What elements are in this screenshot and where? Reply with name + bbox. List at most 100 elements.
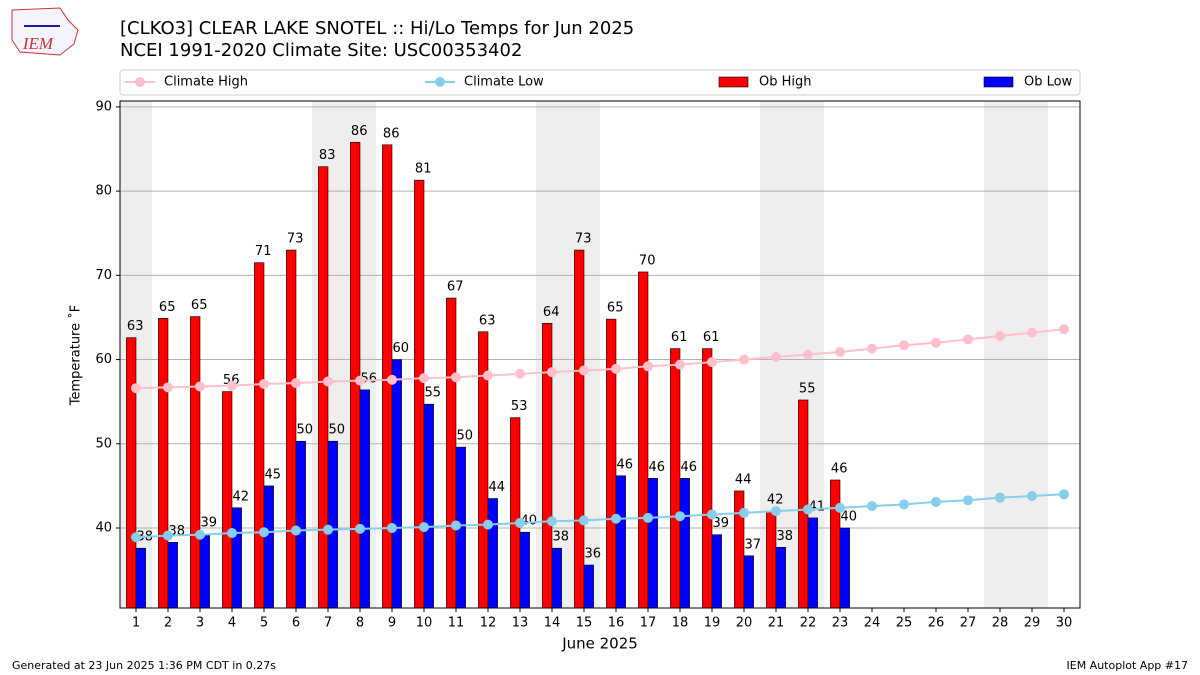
line-marker: [995, 492, 1005, 503]
data-label: 61: [671, 330, 688, 345]
weekend-shade: [1016, 101, 1048, 608]
data-label: 36: [585, 547, 602, 562]
x-tick-label: 20: [736, 616, 753, 631]
line-marker: [1027, 327, 1037, 338]
bar: [446, 297, 457, 609]
weekend-shade: [984, 101, 1016, 608]
x-tick-label: 29: [1024, 616, 1041, 631]
x-tick-label: 4: [228, 616, 236, 631]
x-tick-label: 21: [768, 616, 785, 631]
bar: [327, 440, 338, 609]
data-label: 63: [127, 319, 144, 334]
line-marker: [707, 509, 717, 520]
footer-right: IEM Autoplot App #17: [1067, 659, 1189, 672]
line-marker: [867, 343, 877, 354]
line-marker: [963, 334, 973, 345]
data-label: 86: [383, 126, 400, 141]
x-tick-label: 5: [260, 616, 268, 631]
data-label: 63: [479, 313, 496, 328]
x-tick-label: 28: [992, 616, 1009, 631]
bar: [830, 479, 841, 609]
line-marker: [259, 378, 269, 389]
x-tick-label: 2: [164, 616, 172, 631]
x-tick-label: 7: [324, 616, 332, 631]
bar: [807, 517, 818, 609]
y-tick-label: 90: [95, 99, 112, 114]
line-marker: [771, 506, 781, 517]
line-marker: [931, 337, 941, 348]
line-marker: [163, 382, 173, 393]
data-label: 42: [233, 489, 250, 504]
data-label: 70: [639, 253, 656, 268]
bar: [542, 323, 553, 609]
legend-marker: [135, 77, 145, 87]
line-marker: [739, 507, 749, 518]
data-label: 65: [159, 300, 176, 315]
line-marker: [1027, 490, 1037, 501]
bar: [158, 317, 169, 609]
x-tick-label: 17: [640, 616, 657, 631]
data-label: 45: [265, 467, 282, 482]
line-marker: [579, 365, 589, 376]
bar: [711, 534, 722, 609]
chart-subtitle: NCEI 1991-2020 Climate Site: USC00353402: [120, 40, 522, 61]
bar: [126, 337, 137, 609]
x-tick-label: 18: [672, 616, 689, 631]
line-marker: [675, 511, 685, 522]
data-label: 64: [543, 305, 560, 320]
data-label: 55: [799, 381, 816, 396]
line-marker: [707, 357, 717, 368]
bar: [423, 403, 434, 609]
data-label: 46: [681, 460, 698, 475]
y-tick-label: 80: [95, 184, 112, 199]
bar: [670, 348, 681, 609]
bar: [391, 359, 402, 609]
bar: [199, 533, 210, 609]
line-marker: [643, 361, 653, 372]
line-marker: [515, 368, 525, 379]
line-marker: [835, 346, 845, 357]
bar: [551, 547, 562, 609]
line-marker: [291, 378, 301, 389]
line-marker: [963, 495, 973, 506]
x-tick-label: 15: [576, 616, 593, 631]
x-tick-label: 13: [512, 616, 529, 631]
bar: [318, 166, 329, 609]
x-tick-label: 8: [356, 616, 364, 631]
data-label: 39: [713, 516, 730, 531]
legend-swatch: [718, 76, 749, 88]
logo-map: [11, 7, 79, 56]
legend-label: Ob High: [759, 75, 812, 90]
bar: [190, 316, 201, 609]
y-tick-label: 50: [95, 436, 112, 451]
data-label: 50: [457, 429, 474, 444]
bar: [519, 531, 530, 609]
line-marker: [899, 499, 909, 510]
x-tick-label: 27: [960, 616, 977, 631]
x-tick-label: 12: [480, 616, 497, 631]
legend-marker: [435, 77, 445, 87]
x-tick-label: 11: [448, 616, 465, 631]
bar: [414, 179, 425, 609]
y-axis-label: Temperature ˚F: [68, 305, 84, 406]
x-tick-label: 23: [832, 616, 849, 631]
bar: [222, 391, 233, 609]
line-marker: [995, 330, 1005, 341]
legend: Climate High Climate Low Ob High Ob Low: [119, 69, 1081, 96]
line-marker: [195, 381, 205, 392]
data-label: 71: [255, 244, 272, 259]
line-marker: [355, 523, 365, 534]
data-label: 53: [511, 399, 528, 414]
line-marker: [1059, 324, 1069, 335]
line-marker: [611, 363, 621, 374]
x-tick-label: 3: [196, 616, 204, 631]
chart-title: [CLKO3] CLEAR LAKE SNOTEL :: Hi/Lo Temps…: [120, 18, 634, 39]
bar: [231, 507, 242, 609]
data-label: 55: [425, 386, 442, 401]
logo-text: IEM: [22, 34, 54, 53]
line-marker: [323, 376, 333, 387]
x-tick-label: 19: [704, 616, 721, 631]
line-marker: [163, 530, 173, 541]
line-marker: [451, 372, 461, 383]
